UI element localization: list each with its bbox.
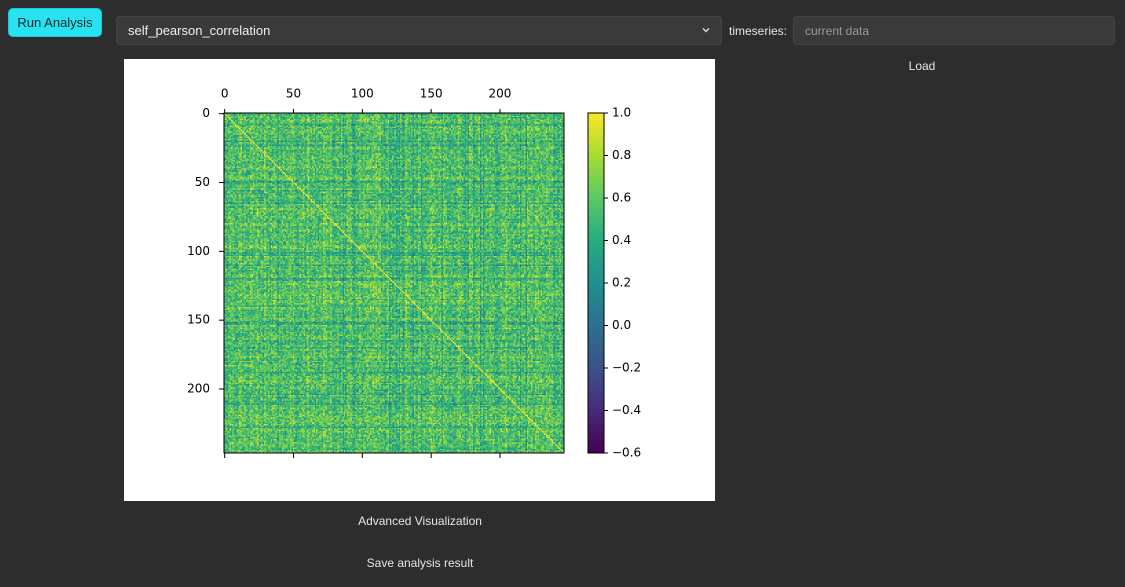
x-tick-label: 0 xyxy=(221,87,229,101)
heatmap-axes: 0 50 100 150 200 0 50 100 150 200 xyxy=(187,87,512,458)
y-tick-label: 150 xyxy=(187,313,210,327)
y-tick-label: 0 xyxy=(202,106,210,120)
analysis-type-select[interactable]: self_pearson_correlation xyxy=(116,16,722,45)
colorbar-tick-label: 0.0 xyxy=(612,318,631,332)
chevron-down-icon xyxy=(702,28,710,33)
load-button[interactable]: Load xyxy=(908,59,936,73)
y-tick-label: 50 xyxy=(195,175,210,189)
colorbar-tick-label: 0.8 xyxy=(612,148,631,162)
x-tick-label: 150 xyxy=(420,87,443,101)
analysis-type-value: self_pearson_correlation xyxy=(128,23,271,38)
advanced-visualization-button[interactable]: Advanced Visualization xyxy=(358,514,482,528)
colorbar-tick-label: 1.0 xyxy=(612,106,631,120)
colorbar-gradient xyxy=(587,112,605,454)
x-tick-label: 50 xyxy=(286,87,301,101)
save-analysis-result-button[interactable]: Save analysis result xyxy=(366,556,474,570)
run-analysis-button[interactable]: Run Analysis xyxy=(8,8,102,37)
colorbar-tick-label: 0.2 xyxy=(612,276,631,290)
heatmap-cells xyxy=(224,113,564,453)
colorbar: 1.0 0.8 0.6 0.4 0.2 0.0 −0.2 −0.4 −0.6 xyxy=(587,106,641,460)
heatmap-image xyxy=(224,113,564,453)
x-tick-label: 200 xyxy=(489,87,512,101)
heatmap-frame xyxy=(223,112,565,454)
x-tick-label: 100 xyxy=(351,87,374,101)
colorbar-tick-label: −0.4 xyxy=(612,403,641,417)
correlation-plot-panel: 0 50 100 150 200 0 50 100 150 200 1.0 0.8 0.6 0.4 0.2… xyxy=(124,59,715,501)
colorbar-tick-label: 0.4 xyxy=(612,233,631,247)
colorbar-tick-label: −0.2 xyxy=(612,361,641,375)
correlation-heatmap-figure: 0 50 100 150 200 0 50 100 150 200 1.0 0.8 0.6 0.4 0.2… xyxy=(187,87,641,460)
timeseries-label: timeseries: xyxy=(729,24,788,38)
y-tick-label: 200 xyxy=(187,381,210,395)
y-tick-label: 100 xyxy=(187,244,210,258)
colorbar-tick-label: −0.6 xyxy=(612,446,641,460)
colorbar-tick-label: 0.6 xyxy=(612,191,631,205)
timeseries-input[interactable] xyxy=(793,16,1115,45)
